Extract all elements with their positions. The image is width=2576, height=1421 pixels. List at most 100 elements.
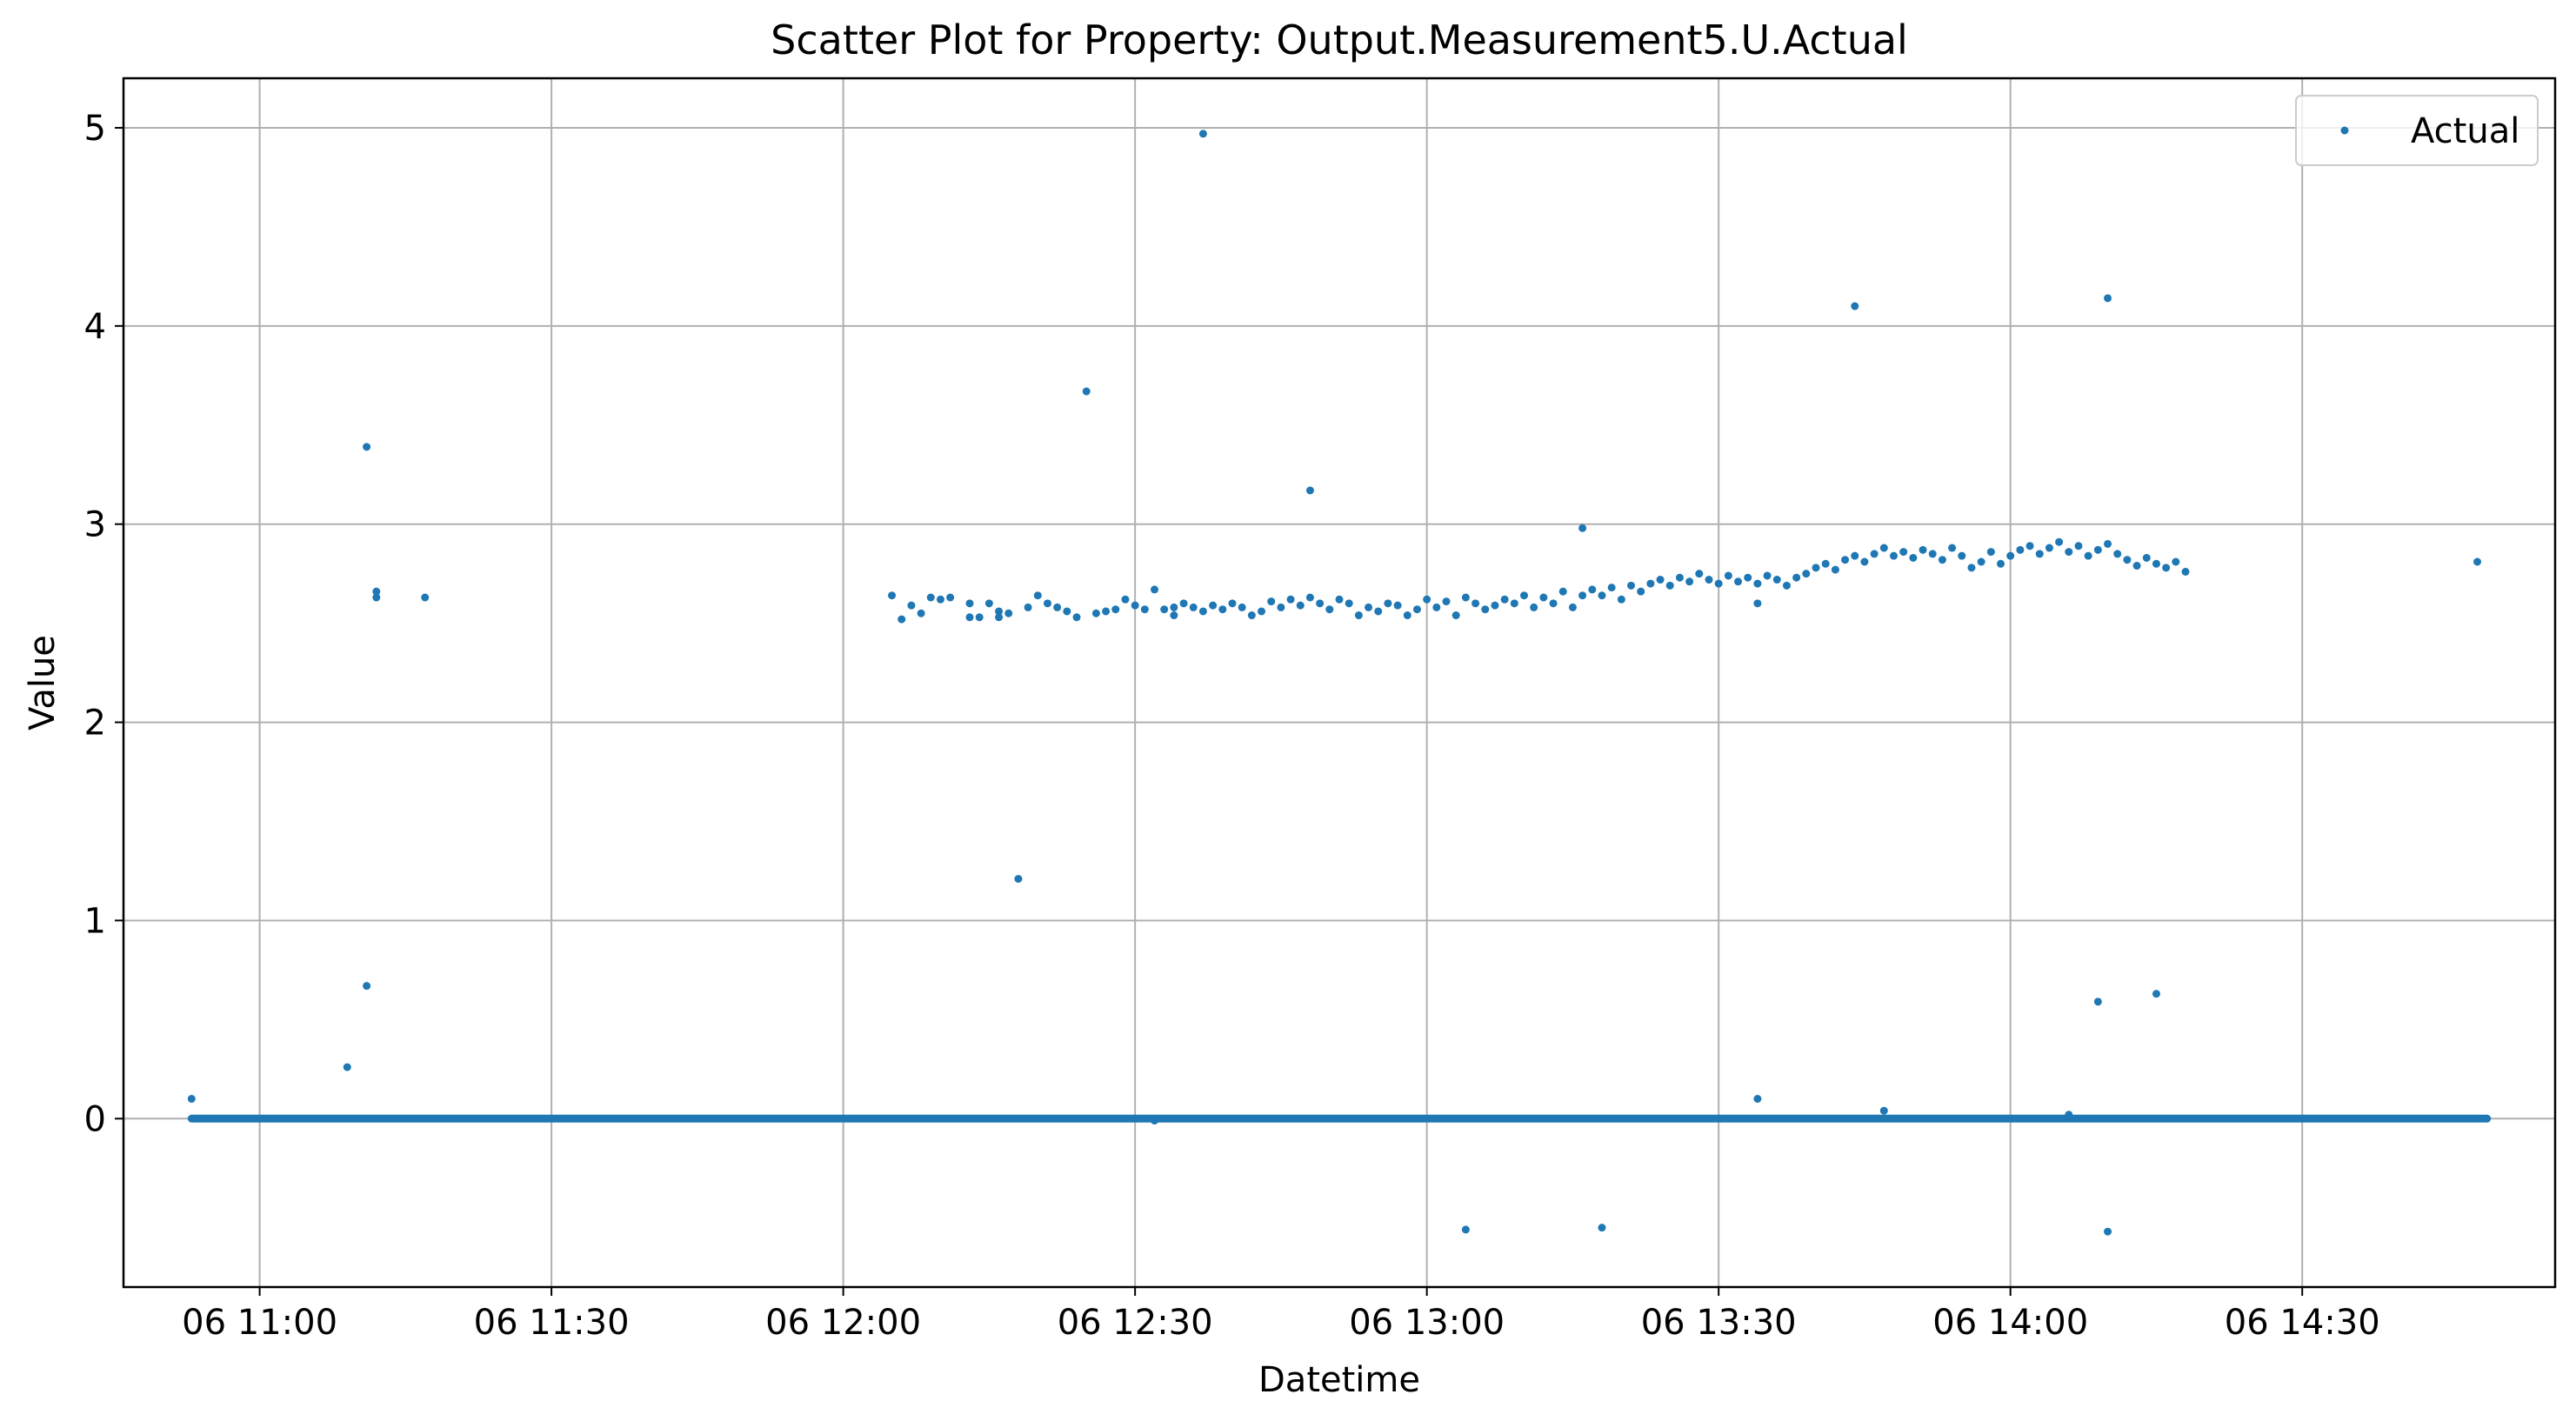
data-point bbox=[995, 613, 1004, 622]
data-point bbox=[1675, 573, 1684, 582]
data-point bbox=[1198, 130, 1207, 138]
data-point bbox=[2142, 553, 2151, 562]
data-point bbox=[1267, 597, 1276, 606]
data-point bbox=[2035, 550, 2044, 558]
data-point bbox=[1111, 605, 1120, 614]
data-point bbox=[1617, 595, 1625, 604]
data-point bbox=[1753, 579, 1762, 588]
data-point bbox=[1549, 599, 1558, 608]
data-point bbox=[1889, 551, 1898, 560]
data-point bbox=[363, 982, 371, 991]
data-point bbox=[1627, 581, 1636, 590]
data-point bbox=[363, 443, 371, 451]
data-point bbox=[1558, 587, 1567, 596]
data-point bbox=[1384, 599, 1392, 608]
data-point bbox=[1958, 551, 1966, 560]
data-point bbox=[1316, 599, 1325, 608]
data-point bbox=[1802, 570, 1811, 578]
data-point bbox=[965, 599, 974, 608]
data-point bbox=[1472, 599, 1480, 608]
data-point bbox=[1063, 607, 1071, 616]
legend: Actual bbox=[2295, 95, 2539, 166]
legend-box bbox=[2295, 95, 2539, 166]
data-point bbox=[1899, 548, 1908, 557]
data-point bbox=[1296, 601, 1305, 610]
data-point bbox=[2025, 542, 2034, 550]
x-tick-label: 06 12:30 bbox=[1058, 1303, 1213, 1343]
data-point bbox=[372, 593, 381, 602]
data-point bbox=[2084, 551, 2092, 560]
data-point bbox=[2104, 294, 2112, 303]
data-point bbox=[1365, 603, 1373, 611]
data-point bbox=[1189, 603, 1198, 611]
data-point bbox=[187, 1095, 196, 1104]
data-point bbox=[1568, 603, 1577, 611]
data-point bbox=[1461, 1225, 1470, 1234]
data-point bbox=[1160, 605, 1169, 614]
data-point bbox=[1977, 557, 1985, 566]
x-tick-label: 06 11:00 bbox=[182, 1303, 337, 1343]
x-axis-ticks: 06 11:00 06 11:30 06 12:00 06 12:30 06 13:00… bbox=[182, 1287, 2380, 1343]
chart-title: Scatter Plot for Property: Output.Measur… bbox=[771, 17, 1908, 63]
data-point bbox=[1258, 607, 1266, 616]
y-tick-label: 2 bbox=[84, 704, 106, 744]
data-point bbox=[1598, 1224, 1606, 1232]
x-tick-label: 06 11:30 bbox=[474, 1303, 630, 1343]
data-point bbox=[2065, 1111, 2073, 1119]
data-point bbox=[1412, 605, 1421, 614]
legend-label-actual: Actual bbox=[2411, 111, 2519, 151]
data-point bbox=[1753, 599, 1762, 608]
data-point bbox=[1238, 603, 1246, 611]
data-point bbox=[1432, 603, 1441, 611]
data-point bbox=[1403, 611, 1411, 620]
data-point bbox=[1948, 544, 1957, 552]
data-point bbox=[1938, 556, 1946, 564]
data-point bbox=[1792, 573, 1801, 582]
data-point bbox=[888, 591, 897, 600]
data-point bbox=[372, 587, 381, 596]
data-point bbox=[1082, 387, 1091, 396]
y-tick-label: 0 bbox=[84, 1099, 106, 1139]
data-point bbox=[2045, 544, 2053, 552]
data-point bbox=[2104, 539, 2112, 548]
data-point bbox=[1247, 611, 1256, 620]
x-tick-label: 06 12:00 bbox=[765, 1303, 921, 1343]
data-point bbox=[1841, 556, 1850, 564]
data-point bbox=[421, 593, 430, 602]
data-point bbox=[1772, 576, 1781, 584]
data-point bbox=[926, 593, 935, 602]
data-point bbox=[1685, 577, 1694, 586]
data-point bbox=[1967, 564, 1976, 572]
data-point bbox=[1228, 599, 1237, 608]
data-point bbox=[984, 599, 993, 608]
data-point bbox=[1879, 1106, 1888, 1115]
data-point bbox=[1646, 579, 1655, 588]
data-point bbox=[1179, 599, 1188, 608]
y-tick-label: 5 bbox=[84, 109, 106, 149]
data-point bbox=[907, 601, 916, 610]
data-point bbox=[1753, 1095, 1762, 1104]
data-point bbox=[2123, 556, 2132, 564]
data-point bbox=[1530, 603, 1538, 611]
data-point bbox=[1024, 603, 1032, 611]
data-point bbox=[1919, 545, 1927, 554]
data-point bbox=[1588, 585, 1597, 594]
data-point bbox=[1851, 551, 1859, 560]
data-point bbox=[1170, 611, 1178, 620]
data-point bbox=[1491, 601, 1499, 610]
x-tick-label: 06 14:30 bbox=[2225, 1303, 2380, 1343]
data-point bbox=[1053, 603, 1062, 611]
data-point bbox=[2016, 545, 2025, 554]
data-point bbox=[898, 615, 906, 624]
data-point bbox=[1607, 584, 1616, 592]
legend-marker-actual bbox=[2340, 126, 2349, 135]
data-point bbox=[1121, 595, 1130, 604]
data-point bbox=[1928, 550, 1937, 558]
data-point bbox=[1277, 603, 1285, 611]
data-point bbox=[1831, 565, 1839, 574]
data-point bbox=[965, 613, 974, 622]
data-point bbox=[1305, 486, 1314, 495]
data-points bbox=[187, 130, 2482, 1236]
data-point bbox=[2473, 557, 2482, 566]
plot-area-frame bbox=[122, 77, 2557, 1289]
